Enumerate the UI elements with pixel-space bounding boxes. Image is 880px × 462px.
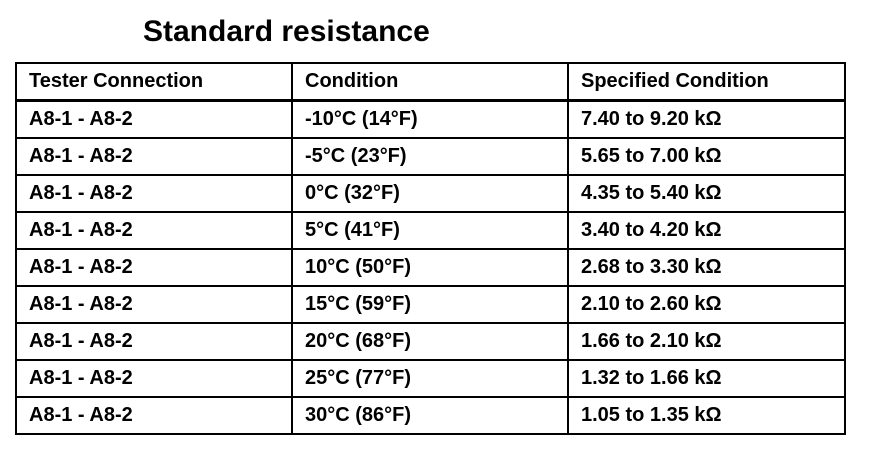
table-row: A8-1 - A8-2 10°C (50°F) 2.68 to 3.30 kΩ — [15, 248, 846, 287]
condition-cell: -5°C (23°F) — [291, 137, 569, 176]
condition-cell: 25°C (77°F) — [291, 359, 569, 398]
condition-cell: 10°C (50°F) — [291, 248, 569, 287]
tester-connection-cell: A8-1 - A8-2 — [15, 285, 293, 324]
specified-condition-cell: 4.35 to 5.40 kΩ — [567, 174, 846, 213]
condition-cell: 5°C (41°F) — [291, 211, 569, 250]
table-header-row: Tester Connection Condition Specified Co… — [15, 62, 846, 102]
table-row: A8-1 - A8-2 -5°C (23°F) 5.65 to 7.00 kΩ — [15, 137, 846, 176]
specified-condition-cell: 5.65 to 7.00 kΩ — [567, 137, 846, 176]
table-row: A8-1 - A8-2 30°C (86°F) 1.05 to 1.35 kΩ — [15, 396, 846, 435]
condition-cell: 20°C (68°F) — [291, 322, 569, 361]
header-tester-connection: Tester Connection — [15, 62, 293, 102]
table-row: A8-1 - A8-2 25°C (77°F) 1.32 to 1.66 kΩ — [15, 359, 846, 398]
specified-condition-cell: 3.40 to 4.20 kΩ — [567, 211, 846, 250]
table-row: A8-1 - A8-2 15°C (59°F) 2.10 to 2.60 kΩ — [15, 285, 846, 324]
table-row: A8-1 - A8-2 0°C (32°F) 4.35 to 5.40 kΩ — [15, 174, 846, 213]
tester-connection-cell: A8-1 - A8-2 — [15, 322, 293, 361]
specified-condition-cell: 2.10 to 2.60 kΩ — [567, 285, 846, 324]
specified-condition-cell: 1.66 to 2.10 kΩ — [567, 322, 846, 361]
tester-connection-cell: A8-1 - A8-2 — [15, 174, 293, 213]
specified-condition-cell: 1.32 to 1.66 kΩ — [567, 359, 846, 398]
tester-connection-cell: A8-1 - A8-2 — [15, 99, 293, 139]
tester-connection-cell: A8-1 - A8-2 — [15, 137, 293, 176]
condition-cell: -10°C (14°F) — [291, 99, 569, 139]
tester-connection-cell: A8-1 - A8-2 — [15, 359, 293, 398]
table-row: A8-1 - A8-2 -10°C (14°F) 7.40 to 9.20 kΩ — [15, 99, 846, 139]
tester-connection-cell: A8-1 - A8-2 — [15, 248, 293, 287]
resistance-table: Tester Connection Condition Specified Co… — [15, 62, 846, 435]
specified-condition-cell: 2.68 to 3.30 kΩ — [567, 248, 846, 287]
table-row: A8-1 - A8-2 20°C (68°F) 1.66 to 2.10 kΩ — [15, 322, 846, 361]
condition-cell: 30°C (86°F) — [291, 396, 569, 435]
specified-condition-cell: 1.05 to 1.35 kΩ — [567, 396, 846, 435]
header-condition: Condition — [291, 62, 569, 102]
condition-cell: 0°C (32°F) — [291, 174, 569, 213]
specified-condition-cell: 7.40 to 9.20 kΩ — [567, 99, 846, 139]
tester-connection-cell: A8-1 - A8-2 — [15, 396, 293, 435]
page-title: Standard resistance — [143, 15, 430, 48]
tester-connection-cell: A8-1 - A8-2 — [15, 211, 293, 250]
condition-cell: 15°C (59°F) — [291, 285, 569, 324]
table-row: A8-1 - A8-2 5°C (41°F) 3.40 to 4.20 kΩ — [15, 211, 846, 250]
header-specified-condition: Specified Condition — [567, 62, 846, 102]
